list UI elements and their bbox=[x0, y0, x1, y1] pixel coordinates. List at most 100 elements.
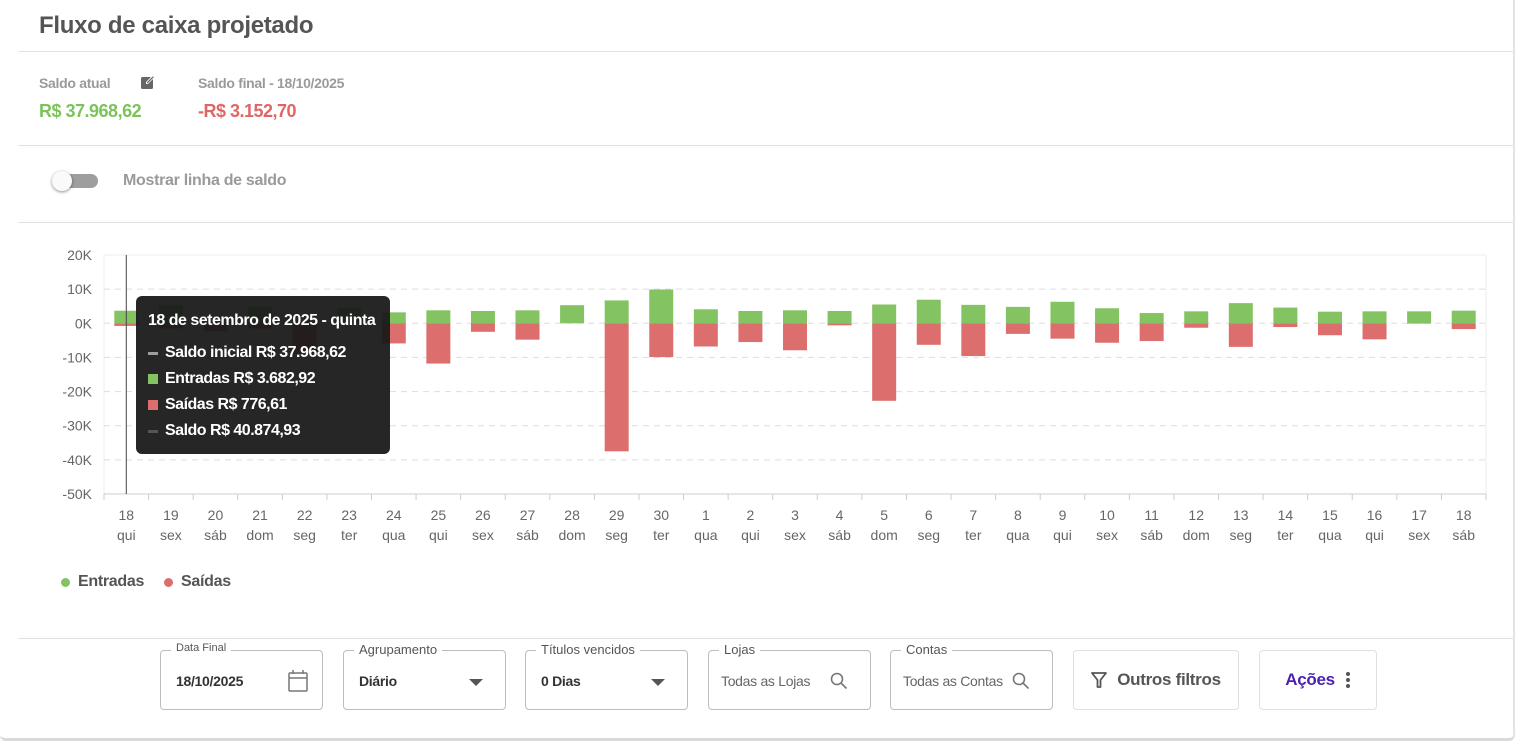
x-tick-day: 21 bbox=[252, 507, 268, 523]
x-tick-weekday: qua bbox=[382, 527, 406, 543]
outros-filtros-button[interactable]: Outros filtros bbox=[1073, 650, 1239, 710]
field-placeholder: Todas as Contas bbox=[903, 673, 1003, 689]
tooltip-row-text: Saldo R$ 40.874,93 bbox=[165, 422, 301, 439]
x-tick-weekday: sáb bbox=[1140, 527, 1163, 543]
show-balance-line-toggle[interactable] bbox=[52, 171, 98, 191]
field-value: 18/10/2025 bbox=[176, 673, 244, 689]
x-tick-day: 20 bbox=[208, 507, 224, 523]
titulos-vencidos-select[interactable]: Títulos vencidos 0 Dias bbox=[525, 642, 688, 710]
legend-item-entradas[interactable]: Entradas bbox=[61, 573, 144, 591]
x-tick-weekday: ter bbox=[653, 527, 670, 543]
divider bbox=[18, 51, 1513, 52]
square-swatch-icon bbox=[148, 400, 158, 410]
x-tick-weekday: sex bbox=[784, 527, 806, 543]
show-balance-line-label: Mostrar linha de saldo bbox=[123, 172, 287, 189]
cash-flow-chart: 20K10K0K-10K-20K-30K-40K-50K18qui19sex20… bbox=[62, 247, 1487, 543]
y-tick-label: -50K bbox=[62, 486, 92, 502]
final-balance-label: Saldo final - 18/10/2025 bbox=[198, 75, 345, 91]
bar-saidas bbox=[693, 323, 718, 347]
x-tick-day: 3 bbox=[791, 507, 799, 523]
x-tick-weekday: sex bbox=[160, 527, 182, 543]
bar-saidas bbox=[470, 323, 495, 332]
lojas-search-field[interactable]: Lojas Todas as Lojas bbox=[708, 642, 871, 710]
search-icon[interactable] bbox=[830, 672, 848, 690]
x-tick-day: 5 bbox=[880, 507, 888, 523]
x-tick-day: 18 bbox=[119, 507, 135, 523]
tooltip-row-text: Entradas R$ 3.682,92 bbox=[165, 370, 316, 387]
bar-saidas bbox=[738, 323, 763, 343]
bar-saidas bbox=[1273, 323, 1298, 328]
x-tick-weekday: sáb bbox=[516, 527, 539, 543]
x-tick-day: 14 bbox=[1278, 507, 1294, 523]
x-tick-day: 6 bbox=[925, 507, 933, 523]
bar-entradas bbox=[961, 304, 986, 324]
current-balance-label: Saldo atual bbox=[39, 75, 111, 91]
x-tick-day: 17 bbox=[1411, 507, 1427, 523]
bar-entradas bbox=[916, 299, 941, 324]
bar-entradas bbox=[1005, 306, 1030, 324]
legend-item-saidas[interactable]: Saídas bbox=[164, 573, 231, 591]
field-label: Títulos vencidos bbox=[536, 642, 640, 657]
x-tick-weekday: sex bbox=[1408, 527, 1430, 543]
tooltip-row-saldo: Saldo R$ 40.874,93 bbox=[148, 422, 301, 440]
search-icon[interactable] bbox=[1012, 672, 1030, 690]
agrupamento-select[interactable]: Agrupamento Diário bbox=[343, 642, 506, 710]
bar-entradas bbox=[827, 310, 852, 324]
calendar-icon[interactable] bbox=[288, 670, 308, 692]
legend-label: Saídas bbox=[181, 573, 231, 590]
bar-entradas bbox=[604, 300, 629, 324]
bar-saidas bbox=[783, 323, 807, 351]
filter-icon bbox=[1091, 672, 1108, 688]
field-label: Agrupamento bbox=[354, 642, 443, 657]
x-tick-weekday: dom bbox=[246, 527, 273, 543]
x-tick-day: 26 bbox=[475, 507, 491, 523]
y-tick-label: 20K bbox=[67, 247, 93, 263]
x-tick-day: 10 bbox=[1099, 507, 1115, 523]
x-tick-day: 25 bbox=[431, 507, 447, 523]
bar-entradas bbox=[1451, 310, 1476, 324]
x-tick-day: 23 bbox=[341, 507, 357, 523]
acoes-button[interactable]: Ações bbox=[1259, 650, 1377, 710]
x-tick-day: 2 bbox=[747, 507, 755, 523]
x-tick-day: 28 bbox=[564, 507, 580, 523]
bar-entradas bbox=[381, 312, 406, 324]
bar-entradas bbox=[426, 310, 451, 324]
bar-entradas bbox=[693, 309, 718, 324]
button-label: Outros filtros bbox=[1117, 670, 1221, 689]
tooltip-row-saldo-inicial: Saldo inicial R$ 37.968,62 bbox=[148, 344, 346, 362]
edit-icon[interactable] bbox=[140, 74, 156, 90]
page-title: Fluxo de caixa projetado bbox=[39, 12, 314, 39]
tooltip-row-text: Saídas R$ 776,61 bbox=[165, 396, 287, 413]
bar-entradas bbox=[1184, 311, 1209, 324]
x-tick-day: 22 bbox=[297, 507, 313, 523]
bar-entradas bbox=[738, 310, 763, 324]
x-tick-day: 4 bbox=[836, 507, 844, 523]
final-balance-value: -R$ 3.152,70 bbox=[198, 101, 297, 121]
x-tick-weekday: sex bbox=[472, 527, 494, 543]
x-tick-weekday: ter bbox=[965, 527, 982, 543]
x-tick-weekday: seg bbox=[293, 527, 316, 543]
x-tick-weekday: qui bbox=[1053, 527, 1072, 543]
bar-saidas bbox=[1362, 323, 1387, 340]
contas-search-field[interactable]: Contas Todas as Contas bbox=[890, 642, 1053, 710]
x-tick-day: 24 bbox=[386, 507, 402, 523]
more-vertical-icon bbox=[1345, 672, 1350, 688]
bar-saidas bbox=[1451, 323, 1476, 330]
x-tick-weekday: qui bbox=[117, 527, 136, 543]
x-tick-weekday: qua bbox=[694, 527, 718, 543]
data-final-field[interactable]: Data Final 18/10/2025 bbox=[160, 642, 323, 710]
divider bbox=[18, 222, 1513, 223]
tooltip-row-saidas: Saídas R$ 776,61 bbox=[148, 396, 287, 414]
tooltip-row-text: Saldo inicial R$ 37.968,62 bbox=[165, 344, 346, 361]
x-tick-weekday: sáb bbox=[204, 527, 227, 543]
x-tick-day: 13 bbox=[1233, 507, 1249, 523]
bar-saidas bbox=[604, 323, 629, 452]
tooltip-row-entradas: Entradas R$ 3.682,92 bbox=[148, 370, 316, 388]
x-tick-day: 16 bbox=[1367, 507, 1383, 523]
field-label: Contas bbox=[901, 642, 953, 657]
dropdown-caret-icon bbox=[651, 679, 665, 686]
x-tick-weekday: qua bbox=[1318, 527, 1342, 543]
bar-saidas bbox=[1050, 323, 1075, 339]
bar-entradas bbox=[470, 310, 495, 324]
